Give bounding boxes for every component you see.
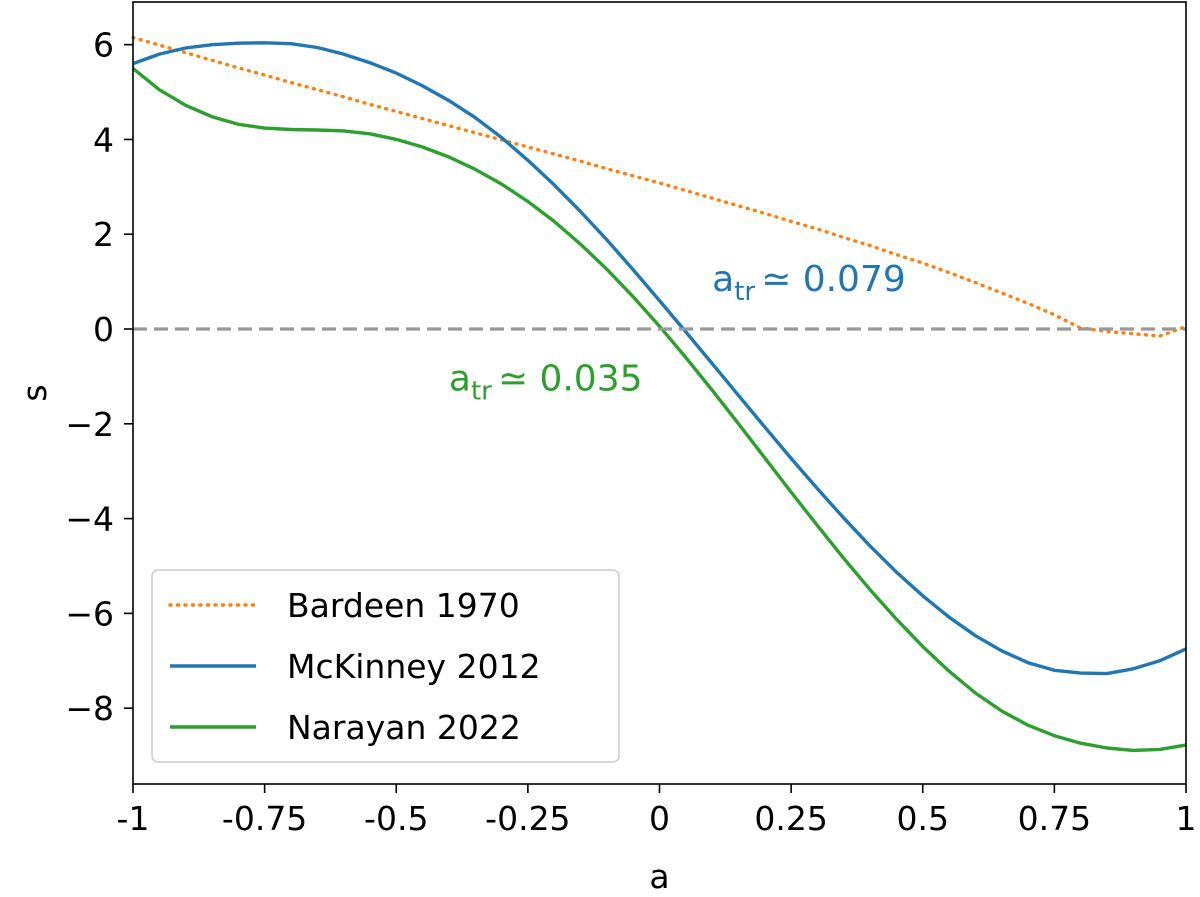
x-tick-label: 1 bbox=[1176, 799, 1197, 838]
y-tick-label: 2 bbox=[93, 215, 114, 254]
annotations: atr ≃ 0.079 atr ≃ 0.035 bbox=[449, 259, 906, 407]
y-tick-label: −2 bbox=[65, 405, 114, 444]
legend: Bardeen 1970 McKinney 2012 Narayan 2022 bbox=[151, 569, 620, 763]
x-tick-label: -1 bbox=[117, 799, 150, 838]
y-tick-label: −4 bbox=[65, 500, 114, 539]
x-tick-label: 0 bbox=[649, 799, 670, 838]
series-line-1 bbox=[132, 41, 1187, 676]
legend-label-1: McKinney 2012 bbox=[287, 647, 541, 686]
y-tick-label: 0 bbox=[93, 310, 114, 349]
y-tick-label: 6 bbox=[93, 26, 114, 65]
series-line-2 bbox=[131, 67, 1187, 753]
x-tick-label: 0.5 bbox=[897, 799, 949, 838]
legend-box bbox=[151, 569, 620, 763]
series-lines bbox=[131, 35, 1188, 753]
y-axis-ticks: 6 4 2 0 −2 −4 −6 −8 bbox=[65, 26, 133, 728]
y-tick-label: −6 bbox=[65, 594, 114, 633]
x-tick-label: -0.5 bbox=[364, 799, 428, 838]
annotation-1: atr ≃ 0.035 bbox=[449, 359, 643, 407]
y-tick-label: 4 bbox=[93, 120, 114, 159]
y-tick-label: −8 bbox=[65, 689, 114, 728]
x-tick-label: -0.25 bbox=[485, 799, 570, 838]
x-tick-label: -0.75 bbox=[222, 799, 307, 838]
legend-label-2: Narayan 2022 bbox=[287, 708, 521, 747]
annotation-0: atr ≃ 0.079 bbox=[712, 259, 906, 307]
series-line-0 bbox=[131, 35, 1188, 338]
legend-label-0: Bardeen 1970 bbox=[287, 586, 520, 625]
y-axis-label: s bbox=[15, 384, 54, 401]
x-axis-ticks: -1 -0.75 -0.5 -0.25 0 0.25 0.5 0.75 1 bbox=[117, 784, 1197, 838]
x-tick-label: 0.25 bbox=[754, 799, 827, 838]
x-axis-label: a bbox=[649, 857, 669, 896]
x-tick-label: 0.75 bbox=[1018, 799, 1091, 838]
